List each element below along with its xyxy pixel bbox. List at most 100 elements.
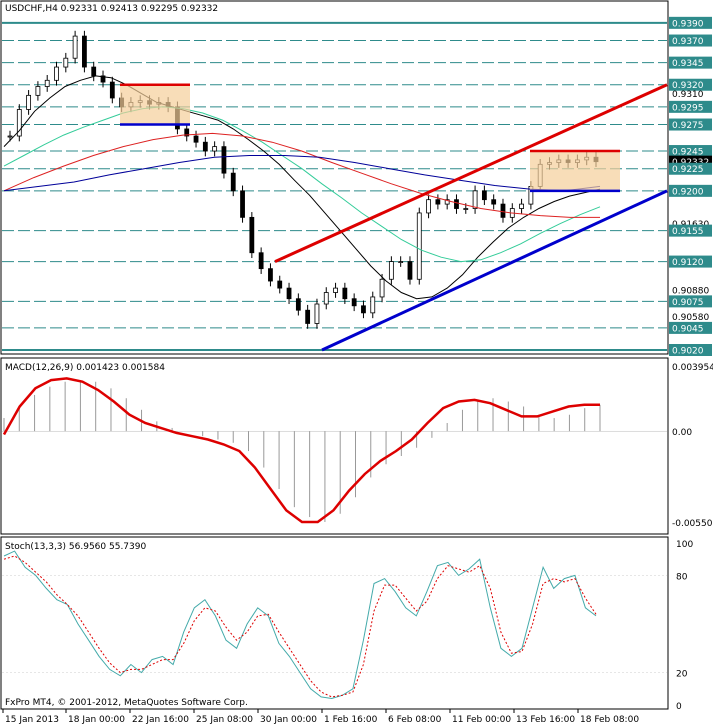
candle-body: [333, 287, 338, 293]
price-tick-label: 0.9310: [672, 90, 704, 100]
price-tick-label: 0.90580: [672, 313, 709, 323]
candle-body: [500, 203, 506, 218]
candle-body: [277, 280, 283, 289]
moving-average-line: [3, 75, 601, 300]
candle-body: [91, 66, 97, 77]
price-tick-label: 0.9295: [672, 103, 704, 113]
macd-panel[interactable]: [2, 377, 667, 524]
candle-body: [258, 252, 264, 270]
candle-body: [454, 199, 459, 209]
resistance-trendline: [274, 83, 668, 263]
candle-body: [314, 303, 320, 324]
time-tick-label: 18 Jan 00:00: [68, 715, 125, 725]
price-tag-box: [669, 118, 712, 131]
macd-tick-label: 0.00: [672, 428, 692, 438]
stoch-tick-label: 80: [676, 572, 688, 582]
candle-body: [26, 94, 32, 110]
price-tick-label: 0.9020: [672, 347, 704, 357]
price-tag-box: [669, 184, 712, 197]
candle-body: [35, 86, 41, 96]
candle-body: [109, 81, 115, 99]
macd-tick-label: 0.003954: [672, 363, 713, 373]
candle-body: [398, 261, 404, 263]
candle-body: [72, 35, 78, 59]
candle-body: [323, 292, 329, 305]
candle-body: [388, 261, 394, 280]
candle-body: [463, 208, 469, 210]
time-tick-label: 25 Jan 08:00: [196, 715, 253, 725]
candle-body: [342, 287, 348, 300]
time-tick-label: 1 Feb 16:00: [324, 715, 378, 725]
stoch-main-line: [3, 550, 597, 700]
candle-body: [444, 199, 450, 205]
price-tick-label: 0.9045: [672, 324, 704, 334]
macd-signal-line: [2, 377, 600, 524]
candle-body: [100, 75, 106, 83]
candle-body: [295, 298, 301, 311]
price-tick-label: 0.9390: [672, 19, 704, 29]
price-tick-label: 0.90880: [672, 286, 709, 296]
watermark: FxPro MT4, © 2001-2012, MetaQuotes Softw…: [5, 698, 248, 708]
candle-body: [286, 287, 292, 300]
price-tick-label: 0.9245: [672, 148, 704, 158]
price-tick-label: 0.9120: [672, 258, 704, 268]
price-tick-label: 0.9075: [672, 298, 704, 308]
price-tag-box: [669, 224, 712, 237]
macd-panel-frame: [0, 357, 669, 535]
candle-body: [268, 268, 273, 282]
price-tick-label: 0.9200: [672, 187, 704, 197]
time-tick-label: 6 Feb 08:00: [388, 715, 442, 725]
candle-body: [82, 35, 87, 68]
candle-body: [361, 305, 366, 314]
candle-body: [519, 203, 524, 209]
time-tick-label: 15 Jan 2013: [5, 715, 59, 725]
candle-body: [221, 146, 227, 174]
stoch-panel[interactable]: [2, 550, 667, 700]
price-tick-label: 0.9370: [672, 37, 704, 47]
time-tick-label: 22 Jan 16:00: [132, 715, 189, 725]
time-tick-label: 13 Feb 16:00: [516, 715, 575, 725]
candle-body: [481, 190, 487, 201]
symbol-title: USDCHF,H4 0.92331 0.92413 0.92295 0.9233…: [5, 4, 218, 14]
candle-body: [202, 141, 208, 152]
price-tag-box: [669, 162, 712, 175]
price-tick-label: 0.9275: [672, 121, 704, 131]
price-panel[interactable]: [2, 21, 668, 352]
stoch-signal-line: [3, 555, 597, 698]
price-tag-box: [669, 78, 712, 91]
candle-body: [491, 199, 497, 205]
price-tick-label: 0.9155: [672, 227, 704, 237]
stoch-tick-label: 0: [676, 702, 682, 712]
candle-body: [54, 66, 59, 81]
price-tick-label: 0.9345: [672, 59, 704, 69]
support-trendline: [321, 189, 668, 352]
candle-body: [305, 309, 311, 324]
time-axis: 15 Jan 2013 18 Jan 00:00 22 Jan 16:00 25 Ja…: [2, 709, 639, 725]
candle-body: [240, 190, 245, 218]
moving-average-line: [3, 106, 601, 263]
time-tick-label: 18 Feb 08:00: [580, 715, 639, 725]
range-box: [530, 151, 620, 191]
price-tag-box: [669, 100, 712, 113]
candle-body: [407, 261, 413, 280]
candle-body: [379, 278, 385, 298]
candle-body: [435, 199, 441, 205]
candle-body: [44, 79, 50, 87]
candle-body: [351, 298, 357, 307]
time-tick-label: 30 Jan 00:00: [260, 715, 317, 725]
candle-body: [370, 296, 376, 314]
macd-tick-label: -0.00550: [672, 519, 713, 529]
moving-average-line: [3, 132, 600, 218]
macd-title: MACD(12,26,9) 0.001423 0.001584: [5, 363, 165, 373]
stoch-tick-label: 100: [676, 540, 693, 550]
price-tag-box: [669, 56, 712, 69]
price-tag-box: [669, 321, 712, 334]
price-tick-label: 0.9225: [672, 165, 704, 175]
range-box: [120, 84, 190, 125]
time-tick-label: 11 Feb 00:00: [452, 715, 511, 725]
candle-body: [63, 57, 69, 68]
stoch-title: Stoch(13,3,3) 56.9560 55.7390: [5, 542, 146, 552]
candle-body: [193, 135, 199, 143]
